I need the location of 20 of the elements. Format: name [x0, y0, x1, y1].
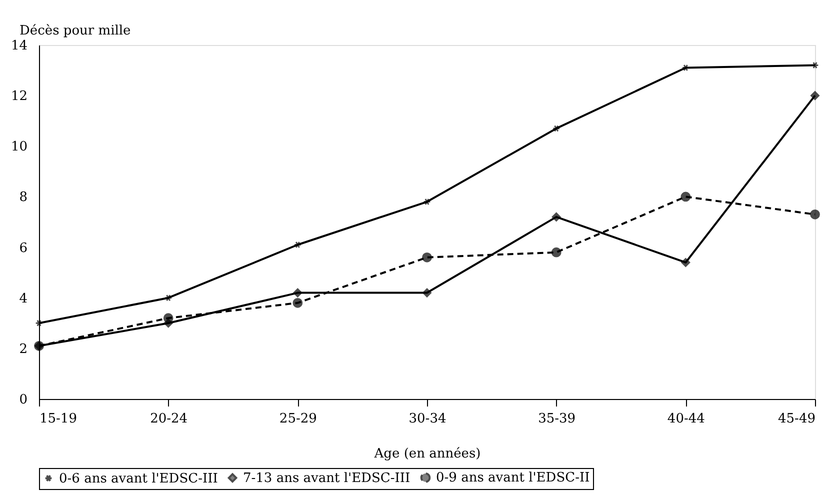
y-tick-label: 12	[10, 89, 28, 104]
legend-label: 0-6 ans avant l'EDSC-III	[59, 471, 218, 486]
x-axis-title: Age (en années)	[373, 446, 481, 462]
x-tick-label: 35-39	[538, 412, 576, 426]
legend-label: 7-13 ans avant l'EDSC-III	[243, 470, 410, 486]
y-tick-label: 8	[19, 190, 28, 206]
legend-label: 0-9 ans avant l'EDSC-II	[436, 470, 590, 486]
x-tick-label: 30-34	[408, 412, 446, 426]
x-tick-label: 25-29	[279, 412, 317, 426]
x-tick-label: 45-49	[778, 412, 816, 426]
y-tick-label: 2	[19, 342, 28, 357]
y-tick-label: 14	[10, 38, 28, 54]
y-tick-label: 4	[19, 291, 28, 306]
y-axis-title: Décès pour mille	[20, 24, 132, 38]
y-tick-label: 6	[19, 240, 28, 256]
x-tick-label: 15-19	[40, 412, 77, 426]
y-tick-label: 0	[19, 392, 28, 408]
x-tick-label: 40-44	[667, 412, 705, 426]
x-tick-label: 20-24	[150, 412, 188, 426]
y-tick-label: 10	[10, 140, 28, 155]
